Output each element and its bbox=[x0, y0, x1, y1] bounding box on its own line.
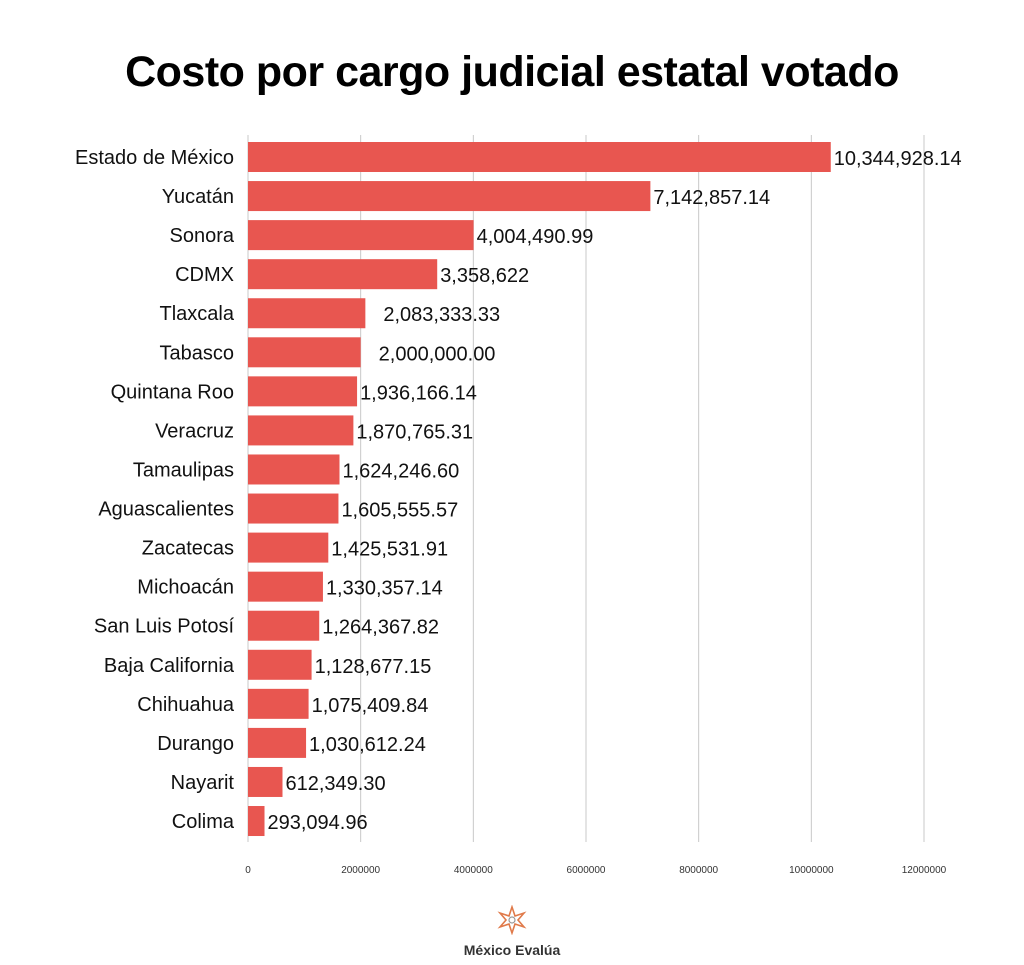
category-label: Sonora bbox=[170, 225, 235, 247]
category-label: Colima bbox=[172, 811, 235, 833]
bar bbox=[248, 688, 309, 719]
data-label: 1,425,531.91 bbox=[331, 539, 448, 561]
category-label: Michoacán bbox=[137, 577, 234, 599]
bar bbox=[248, 220, 474, 251]
category-label: Tlaxcala bbox=[160, 303, 235, 325]
data-label: 10,344,928.14 bbox=[834, 148, 962, 170]
chart-title: Costo por cargo judicial estatal votado bbox=[125, 48, 899, 96]
data-label: 1,330,357.14 bbox=[326, 578, 443, 600]
bar bbox=[248, 415, 354, 446]
bar bbox=[248, 298, 366, 329]
bar bbox=[248, 766, 283, 797]
category-label: Quintana Roo bbox=[111, 381, 234, 403]
category-label: Chihuahua bbox=[137, 694, 235, 716]
bar bbox=[248, 610, 320, 641]
bar bbox=[248, 532, 329, 563]
data-label: 1,870,765.31 bbox=[356, 421, 473, 443]
data-label: 1,624,246.60 bbox=[342, 460, 459, 482]
x-tick-label: 12000000 bbox=[902, 865, 947, 876]
data-label: 1,264,367.82 bbox=[322, 617, 439, 639]
x-tick-label: 2000000 bbox=[341, 865, 380, 876]
x-tick-label: 10000000 bbox=[789, 865, 834, 876]
bar bbox=[248, 493, 339, 524]
category-label: Aguascalientes bbox=[98, 499, 234, 521]
data-label: 612,349.30 bbox=[285, 773, 385, 795]
bar bbox=[248, 142, 831, 172]
x-tick-label: 0 bbox=[245, 865, 251, 876]
data-label: 1,128,677.15 bbox=[315, 656, 432, 678]
category-label: Nayarit bbox=[171, 772, 235, 794]
bar bbox=[248, 727, 307, 758]
category-label: Tabasco bbox=[160, 342, 235, 364]
x-tick-label: 8000000 bbox=[679, 865, 718, 876]
category-label: Yucatán bbox=[162, 186, 234, 208]
data-label: 1,075,409.84 bbox=[312, 695, 429, 717]
data-label: 293,094.96 bbox=[268, 812, 368, 834]
bar bbox=[248, 181, 651, 212]
category-label: Durango bbox=[157, 733, 234, 755]
data-label: 2,083,333.33 bbox=[383, 304, 500, 326]
data-label: 1,936,166.14 bbox=[360, 382, 477, 404]
category-label: Veracruz bbox=[155, 420, 234, 442]
category-label: Zacatecas bbox=[142, 538, 234, 560]
bar bbox=[248, 376, 358, 407]
logo-text: México Evalúa bbox=[463, 942, 561, 958]
category-label: Baja California bbox=[104, 655, 235, 677]
category-label: Estado de México bbox=[75, 147, 234, 169]
data-label: 7,142,857.14 bbox=[653, 187, 770, 209]
logo-star-icon bbox=[497, 904, 527, 936]
data-label: 2,000,000.00 bbox=[379, 343, 496, 365]
data-label: 4,004,490.99 bbox=[477, 226, 594, 248]
category-label: San Luis Potosí bbox=[94, 616, 235, 638]
data-label: 1,605,555.57 bbox=[341, 500, 458, 522]
bar bbox=[248, 649, 312, 680]
data-label: 1,030,612.24 bbox=[309, 734, 426, 756]
mexico-evalua-logo: México Evalúa bbox=[452, 904, 572, 958]
bar bbox=[248, 806, 265, 837]
bar bbox=[248, 571, 323, 602]
bar bbox=[248, 454, 340, 485]
category-label: CDMX bbox=[175, 264, 234, 286]
bar bbox=[248, 337, 361, 368]
bar bbox=[248, 259, 438, 290]
x-tick-label: 4000000 bbox=[454, 865, 493, 876]
x-tick-label: 6000000 bbox=[567, 865, 606, 876]
data-label: 3,358,622 bbox=[440, 265, 529, 287]
category-label: Tamaulipas bbox=[133, 459, 234, 481]
